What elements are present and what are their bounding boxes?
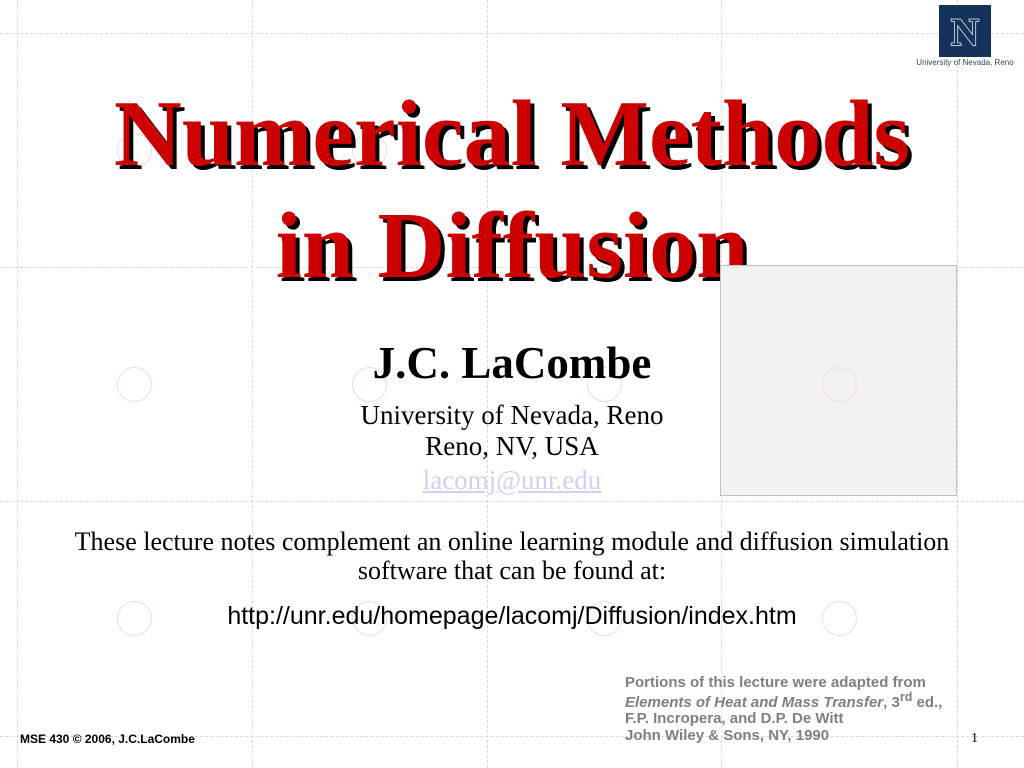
svg-text:N: N	[951, 11, 979, 54]
